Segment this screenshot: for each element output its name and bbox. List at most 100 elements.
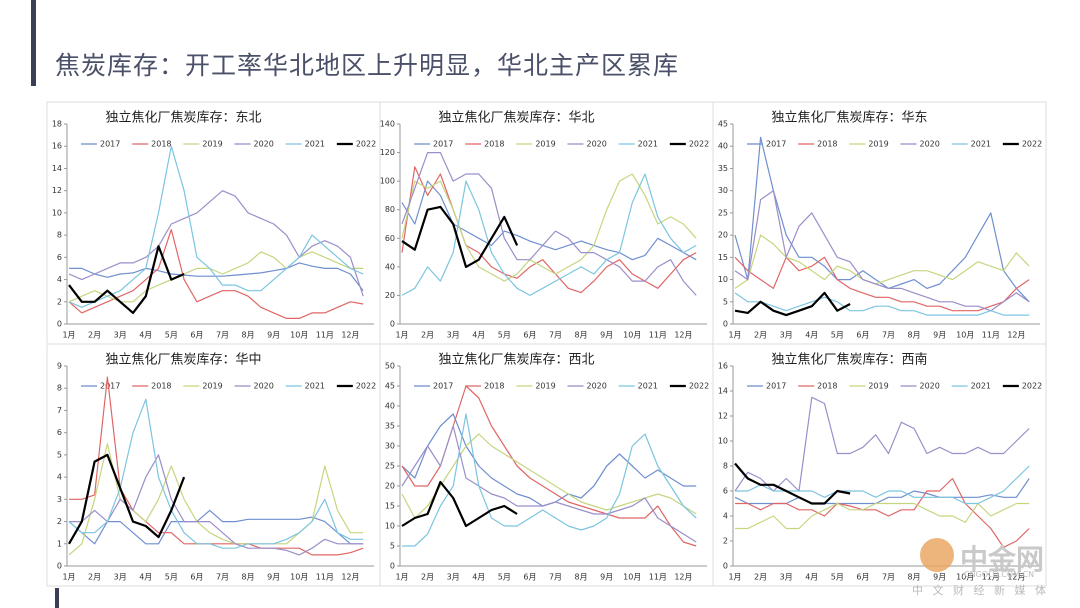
y-tick-label: 35 bbox=[718, 164, 728, 173]
x-tick-label: 6月 bbox=[523, 573, 536, 582]
x-tick-label: 5月 bbox=[498, 573, 511, 582]
legend-label: 2017 bbox=[433, 382, 453, 391]
series-line bbox=[401, 425, 697, 543]
x-tick-label: 8月 bbox=[242, 573, 255, 582]
x-tick-label: 4月 bbox=[139, 573, 152, 582]
legend-label: 2018 bbox=[817, 140, 837, 149]
x-tick-label: 12月 bbox=[674, 573, 692, 582]
chart-title: 独立焦化厂焦炭库存：华北 bbox=[438, 110, 594, 126]
y-tick-label: 5 bbox=[57, 450, 62, 459]
x-tick-label: 11月 bbox=[649, 331, 667, 340]
accent-bar bbox=[55, 588, 59, 608]
y-tick-label: 15 bbox=[385, 502, 395, 511]
chart-title: 独立焦化厂焦炭库存：华中 bbox=[105, 352, 261, 368]
logo bbox=[920, 538, 954, 572]
y-tick-label: 0 bbox=[390, 562, 395, 571]
x-tick-label: 12月 bbox=[341, 573, 359, 582]
y-tick-label: 35 bbox=[385, 422, 395, 431]
series-line bbox=[734, 292, 1030, 316]
series-line bbox=[401, 433, 697, 519]
legend-label: 2020 bbox=[587, 140, 607, 149]
x-tick-label: 1月 bbox=[728, 573, 741, 582]
y-tick-label: 8 bbox=[57, 231, 62, 240]
legend-label: 2017 bbox=[100, 140, 120, 149]
series-line bbox=[401, 480, 518, 528]
y-tick-label: 60 bbox=[385, 234, 395, 243]
y-tick-label: 6 bbox=[723, 487, 728, 496]
x-tick-label: 8月 bbox=[908, 573, 921, 582]
legend-label: 2022 bbox=[689, 140, 709, 149]
legend-label: 2020 bbox=[920, 382, 940, 391]
x-tick-label: 9月 bbox=[267, 331, 280, 340]
chart-frame bbox=[379, 101, 714, 345]
legend-label: 2018 bbox=[817, 382, 837, 391]
y-tick-label: 20 bbox=[385, 291, 395, 300]
x-tick-label: 5月 bbox=[831, 573, 844, 582]
legend-label: 2021 bbox=[638, 140, 658, 149]
x-tick-label: 6月 bbox=[856, 573, 869, 582]
chart-title: 独立焦化厂焦炭库存：西南 bbox=[771, 352, 927, 368]
legend-label: 2021 bbox=[971, 140, 991, 149]
legend-label: 2020 bbox=[254, 382, 274, 391]
x-tick-label: 9月 bbox=[933, 331, 946, 340]
x-tick-label: 4月 bbox=[472, 573, 485, 582]
x-tick-label: 8月 bbox=[575, 573, 588, 582]
legend-label: 2019 bbox=[868, 382, 888, 391]
legend-label: 2020 bbox=[920, 140, 940, 149]
y-tick-label: 12 bbox=[718, 412, 728, 421]
series-line bbox=[68, 229, 364, 319]
watermark-url: CNGOLD.COM.CN bbox=[964, 570, 1035, 579]
watermark: 中金网 CNGOLD.COM.CN 中 文 财 经 新 媒 体 bbox=[912, 536, 1062, 600]
x-tick-label: 1月 bbox=[62, 573, 75, 582]
chart-title: 独立焦化厂焦炭库存：华东 bbox=[771, 110, 927, 126]
series-line bbox=[68, 398, 364, 549]
series-line bbox=[68, 245, 185, 314]
x-tick-label: 7月 bbox=[882, 573, 895, 582]
legend-label: 2018 bbox=[484, 140, 504, 149]
x-tick-label: 7月 bbox=[216, 573, 229, 582]
legend-label: 2021 bbox=[305, 382, 325, 391]
series-line bbox=[68, 145, 364, 308]
x-tick-label: 5月 bbox=[165, 573, 178, 582]
x-tick-label: 10月 bbox=[956, 331, 974, 340]
series-line bbox=[402, 413, 697, 547]
y-tick-label: 15 bbox=[718, 253, 728, 262]
x-tick-label: 1月 bbox=[395, 331, 408, 340]
x-tick-label: 4月 bbox=[472, 331, 485, 340]
y-tick-label: 40 bbox=[385, 262, 395, 271]
series-line bbox=[735, 477, 1030, 548]
y-tick-label: 3 bbox=[57, 495, 62, 504]
legend-label: 2020 bbox=[587, 382, 607, 391]
series-line bbox=[734, 256, 1030, 312]
x-tick-label: 6月 bbox=[190, 573, 203, 582]
x-tick-label: 11月 bbox=[982, 331, 1000, 340]
y-tick-label: 45 bbox=[718, 120, 728, 129]
series-line bbox=[734, 190, 1030, 312]
x-tick-label: 7月 bbox=[216, 331, 229, 340]
x-tick-label: 5月 bbox=[831, 331, 844, 340]
series-line bbox=[401, 180, 697, 261]
x-tick-label: 2月 bbox=[88, 573, 101, 582]
legend-label: 2019 bbox=[535, 140, 555, 149]
series-line bbox=[68, 453, 186, 545]
page-title: 焦炭库存：开工率华北地区上升明显，华北主产区累库 bbox=[55, 51, 680, 80]
legend-label: 2018 bbox=[151, 382, 171, 391]
legend-label: 2018 bbox=[151, 140, 171, 149]
y-tick-label: 4 bbox=[57, 473, 62, 482]
x-tick-label: 6月 bbox=[856, 331, 869, 340]
legend-label: 2017 bbox=[766, 140, 786, 149]
y-tick-label: 10 bbox=[718, 437, 728, 446]
series-line bbox=[734, 396, 1030, 492]
x-tick-label: 5月 bbox=[165, 331, 178, 340]
series-line bbox=[69, 376, 364, 556]
watermark-name: 中金网 bbox=[960, 543, 1045, 576]
legend-label: 2021 bbox=[971, 382, 991, 391]
x-tick-label: 11月 bbox=[316, 573, 334, 582]
y-tick-label: 16 bbox=[718, 362, 728, 371]
legend-label: 2022 bbox=[1022, 140, 1042, 149]
legend-label: 2020 bbox=[254, 140, 274, 149]
x-tick-label: 2月 bbox=[421, 573, 434, 582]
y-tick-label: 30 bbox=[385, 442, 395, 451]
x-tick-label: 5月 bbox=[498, 331, 511, 340]
